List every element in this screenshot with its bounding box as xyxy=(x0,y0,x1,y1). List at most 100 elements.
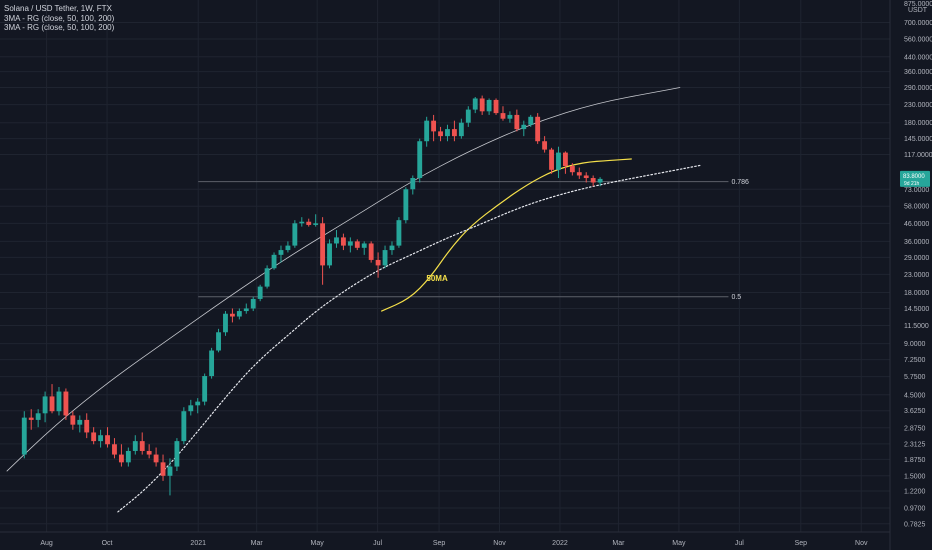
candle xyxy=(174,438,180,472)
x-tick-label: Sep xyxy=(433,540,446,547)
y-tick-label: 46.0000 xyxy=(904,221,929,228)
candle xyxy=(84,413,90,439)
chart-title: Solana / USD Tether, 1W, FTX xyxy=(4,4,112,13)
candle xyxy=(479,95,485,115)
y-tick-label: 1.8750 xyxy=(904,457,926,464)
candle xyxy=(70,411,76,430)
candle xyxy=(521,120,527,137)
candle-body xyxy=(431,120,437,132)
y-tick-label: 440.0000 xyxy=(904,54,932,61)
candle-body xyxy=(49,396,55,412)
candle xyxy=(250,296,256,312)
candle xyxy=(292,220,298,248)
candle xyxy=(500,106,506,121)
candle xyxy=(229,308,235,323)
candle-body xyxy=(264,268,270,287)
y-tick-label: 5.7500 xyxy=(904,374,926,381)
y-tick-label: 11.5000 xyxy=(904,323,929,330)
indicator-legend-2[interactable]: 3MA - RG (close, 50, 100, 200) xyxy=(4,23,115,32)
candle-body xyxy=(63,391,69,416)
fib-label: 0.786 xyxy=(731,179,749,186)
candle xyxy=(334,230,339,248)
candle-body xyxy=(125,450,131,463)
y-tick-label: 117.0000 xyxy=(904,152,932,159)
candle xyxy=(167,458,173,496)
y-tick-label: 145.0000 xyxy=(904,136,932,143)
candle xyxy=(195,398,201,414)
candle xyxy=(77,415,83,433)
candle-body xyxy=(327,243,332,266)
y-tick-label: 23.0000 xyxy=(904,272,929,279)
candle xyxy=(597,177,603,187)
candle-body xyxy=(569,166,575,173)
candle xyxy=(216,328,221,353)
candle-body xyxy=(597,178,603,183)
candle-body xyxy=(438,131,443,137)
candle-body xyxy=(91,432,97,442)
candle xyxy=(91,427,97,445)
candle xyxy=(451,120,457,142)
candle xyxy=(556,146,561,179)
y-tick-label: 18.0000 xyxy=(904,290,929,297)
candle-body xyxy=(542,141,548,150)
y-tick-label: 7.2500 xyxy=(904,357,926,364)
candle-body xyxy=(354,241,360,248)
candle-body xyxy=(250,298,256,309)
y-tick-label: 180.0000 xyxy=(904,120,932,127)
y-tick-label: 1.5000 xyxy=(904,473,926,480)
candle xyxy=(271,252,277,270)
candle-body xyxy=(403,189,409,221)
candle xyxy=(181,407,187,445)
y-tick-label: 230.0000 xyxy=(904,102,932,109)
candle xyxy=(493,98,499,115)
candle-body xyxy=(347,241,353,246)
candle-body xyxy=(236,311,242,317)
candle-body xyxy=(590,178,596,183)
candle-body xyxy=(556,152,561,170)
candle xyxy=(209,347,215,379)
x-tick-label: Nov xyxy=(493,540,506,547)
candle-body xyxy=(493,99,499,114)
candle-body xyxy=(257,286,263,299)
candle xyxy=(313,214,319,227)
candle xyxy=(431,114,437,142)
candle xyxy=(320,217,326,285)
candle-body xyxy=(451,129,457,137)
candle xyxy=(118,444,124,467)
x-tick-label: Jul xyxy=(373,540,382,547)
candle-body xyxy=(202,376,208,402)
y-tick-label: 1.2200 xyxy=(904,489,926,496)
x-tick-label: Mar xyxy=(612,540,625,547)
candle-body xyxy=(105,435,110,445)
candle-body xyxy=(361,243,367,248)
y-tick-label: 73.0000 xyxy=(904,187,929,194)
candle xyxy=(361,241,367,255)
candle-body xyxy=(306,221,312,225)
candle-body xyxy=(243,308,249,312)
y-tick-label: 2.3125 xyxy=(904,441,926,448)
candle xyxy=(549,147,554,174)
price-tag-countdown: 9d 21h xyxy=(904,181,920,187)
x-tick-label: Jul xyxy=(735,540,744,547)
price-tag-box xyxy=(900,170,930,187)
candle-body xyxy=(313,223,319,225)
candle xyxy=(153,447,159,467)
candle xyxy=(264,265,270,289)
candle-body xyxy=(340,237,346,246)
candle-body xyxy=(396,220,402,246)
indicator-legend-1[interactable]: 3MA - RG (close, 50, 100, 200) xyxy=(4,14,115,23)
x-tick-label: 2022 xyxy=(552,540,568,547)
candle-body xyxy=(576,172,582,176)
y-tick-label: 0.9700 xyxy=(904,505,926,512)
candle-body xyxy=(583,175,589,179)
candle xyxy=(458,118,464,139)
candle-body xyxy=(209,350,215,377)
annotations: 50MA xyxy=(426,274,448,283)
candle xyxy=(445,124,450,142)
y-tick-label: 290.0000 xyxy=(904,85,932,92)
candle-body xyxy=(56,391,62,412)
ma-label: 50MA xyxy=(426,274,448,283)
x-tick-label: Mar xyxy=(251,540,264,547)
